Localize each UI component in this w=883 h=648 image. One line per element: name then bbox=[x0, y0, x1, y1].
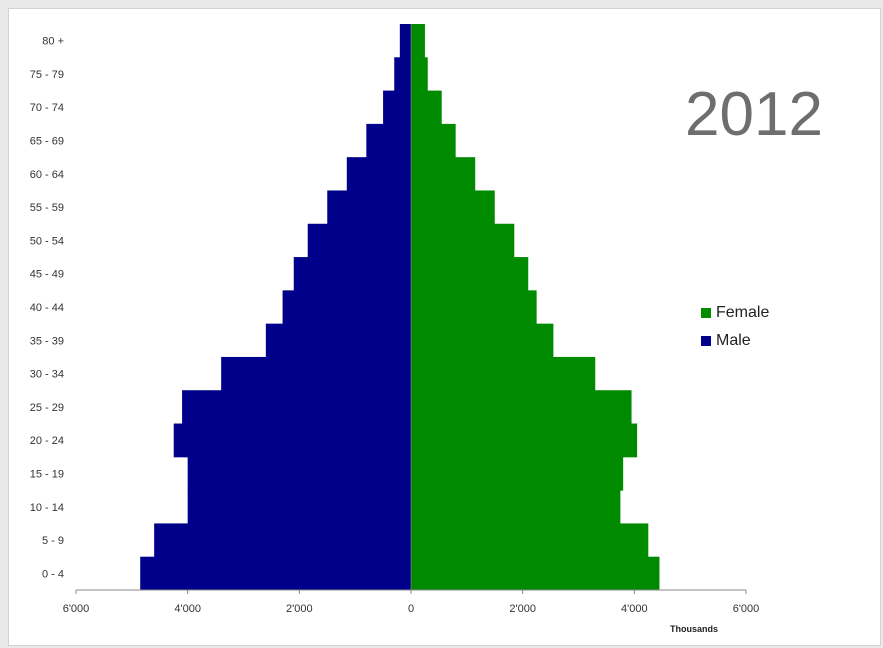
bar-male-20-24 bbox=[173, 423, 411, 458]
bar-male-80- bbox=[399, 24, 411, 58]
bar-male-60-64 bbox=[346, 157, 411, 191]
bar-female-20-24 bbox=[411, 423, 638, 458]
x-tick-label: 2'000 bbox=[286, 603, 313, 615]
legend-item-male: Male bbox=[701, 327, 769, 355]
y-tick-label: 15 - 19 bbox=[30, 468, 64, 480]
bar-female-55-59 bbox=[411, 190, 495, 225]
x-tick-label: 4'000 bbox=[174, 603, 201, 615]
y-tick-label: 50 - 54 bbox=[30, 235, 64, 247]
legend-label-female: Female bbox=[716, 304, 770, 321]
x-tick-label: 6'000 bbox=[63, 603, 90, 615]
bar-female-30-34 bbox=[411, 356, 596, 391]
bar-male-15-19 bbox=[187, 456, 411, 491]
y-tick-label: 40 - 44 bbox=[30, 302, 64, 314]
y-tick-label: 10 - 14 bbox=[30, 502, 64, 514]
legend-label-male: Male bbox=[716, 332, 751, 349]
bar-female-35-39 bbox=[411, 323, 554, 358]
bar-male-70-74 bbox=[383, 90, 411, 125]
x-tick-label: 0 bbox=[408, 603, 414, 615]
bar-female-75-79 bbox=[411, 57, 428, 92]
bar-female-70-74 bbox=[411, 90, 442, 125]
x-tick-label: 2'000 bbox=[509, 603, 536, 615]
y-tick-label: 45 - 49 bbox=[30, 269, 64, 281]
bar-male-40-44 bbox=[282, 290, 411, 325]
y-tick-label: 60 - 64 bbox=[30, 169, 64, 181]
y-tick-label: 25 - 29 bbox=[30, 402, 64, 414]
legend: Female Male bbox=[701, 299, 769, 355]
bar-male-30-34 bbox=[221, 356, 411, 391]
bar-male-50-54 bbox=[307, 223, 411, 258]
bar-male-55-59 bbox=[327, 190, 411, 225]
bar-female-25-29 bbox=[411, 390, 632, 425]
bar-female-65-69 bbox=[411, 123, 456, 158]
bar-female-80- bbox=[411, 24, 425, 58]
x-tick-label: 6'000 bbox=[733, 603, 760, 615]
y-tick-label: 75 - 79 bbox=[30, 69, 64, 81]
bar-male-0-4 bbox=[140, 556, 412, 591]
bar-male-10-14 bbox=[187, 490, 411, 524]
bar-female-45-49 bbox=[411, 257, 529, 291]
legend-swatch-female bbox=[701, 308, 711, 318]
y-tick-label: 30 - 34 bbox=[30, 369, 64, 381]
y-tick-label: 80 + bbox=[42, 36, 64, 48]
bar-female-5-9 bbox=[411, 523, 649, 558]
bar-female-10-14 bbox=[411, 490, 621, 524]
bar-male-5-9 bbox=[154, 523, 411, 558]
bar-male-35-39 bbox=[265, 323, 411, 358]
chart-frame: 0 - 4 5 - 9 10 - 14 15 - 19 20 - 24 25 - 29 30… bbox=[8, 8, 881, 646]
x-axis-label: Thousands bbox=[670, 624, 718, 634]
y-tick-label: 65 - 69 bbox=[30, 136, 64, 148]
legend-swatch-male bbox=[701, 336, 711, 346]
legend-item-female: Female bbox=[701, 299, 769, 327]
chart-title-year: 2012 bbox=[685, 80, 823, 149]
bar-male-75-79 bbox=[394, 57, 411, 92]
y-tick-label: 70 - 74 bbox=[30, 102, 64, 114]
bar-female-15-19 bbox=[411, 456, 624, 491]
y-tick-label: 35 - 39 bbox=[30, 335, 64, 347]
bar-female-50-54 bbox=[411, 223, 515, 258]
y-tick-label: 20 - 24 bbox=[30, 435, 64, 447]
bar-female-60-64 bbox=[411, 157, 476, 191]
bar-male-65-69 bbox=[366, 123, 411, 158]
population-pyramid-chart: 0 - 4 5 - 9 10 - 14 15 - 19 20 - 24 25 - 29 30… bbox=[30, 24, 760, 634]
bar-female-0-4 bbox=[411, 556, 660, 591]
y-tick-label: 5 - 9 bbox=[42, 535, 64, 547]
bar-male-45-49 bbox=[293, 257, 411, 291]
x-tick-label: 4'000 bbox=[621, 603, 648, 615]
bar-male-25-29 bbox=[182, 390, 411, 425]
bar-female-40-44 bbox=[411, 290, 537, 325]
y-tick-label: 55 - 59 bbox=[30, 202, 64, 214]
y-tick-label: 0 - 4 bbox=[42, 568, 64, 580]
